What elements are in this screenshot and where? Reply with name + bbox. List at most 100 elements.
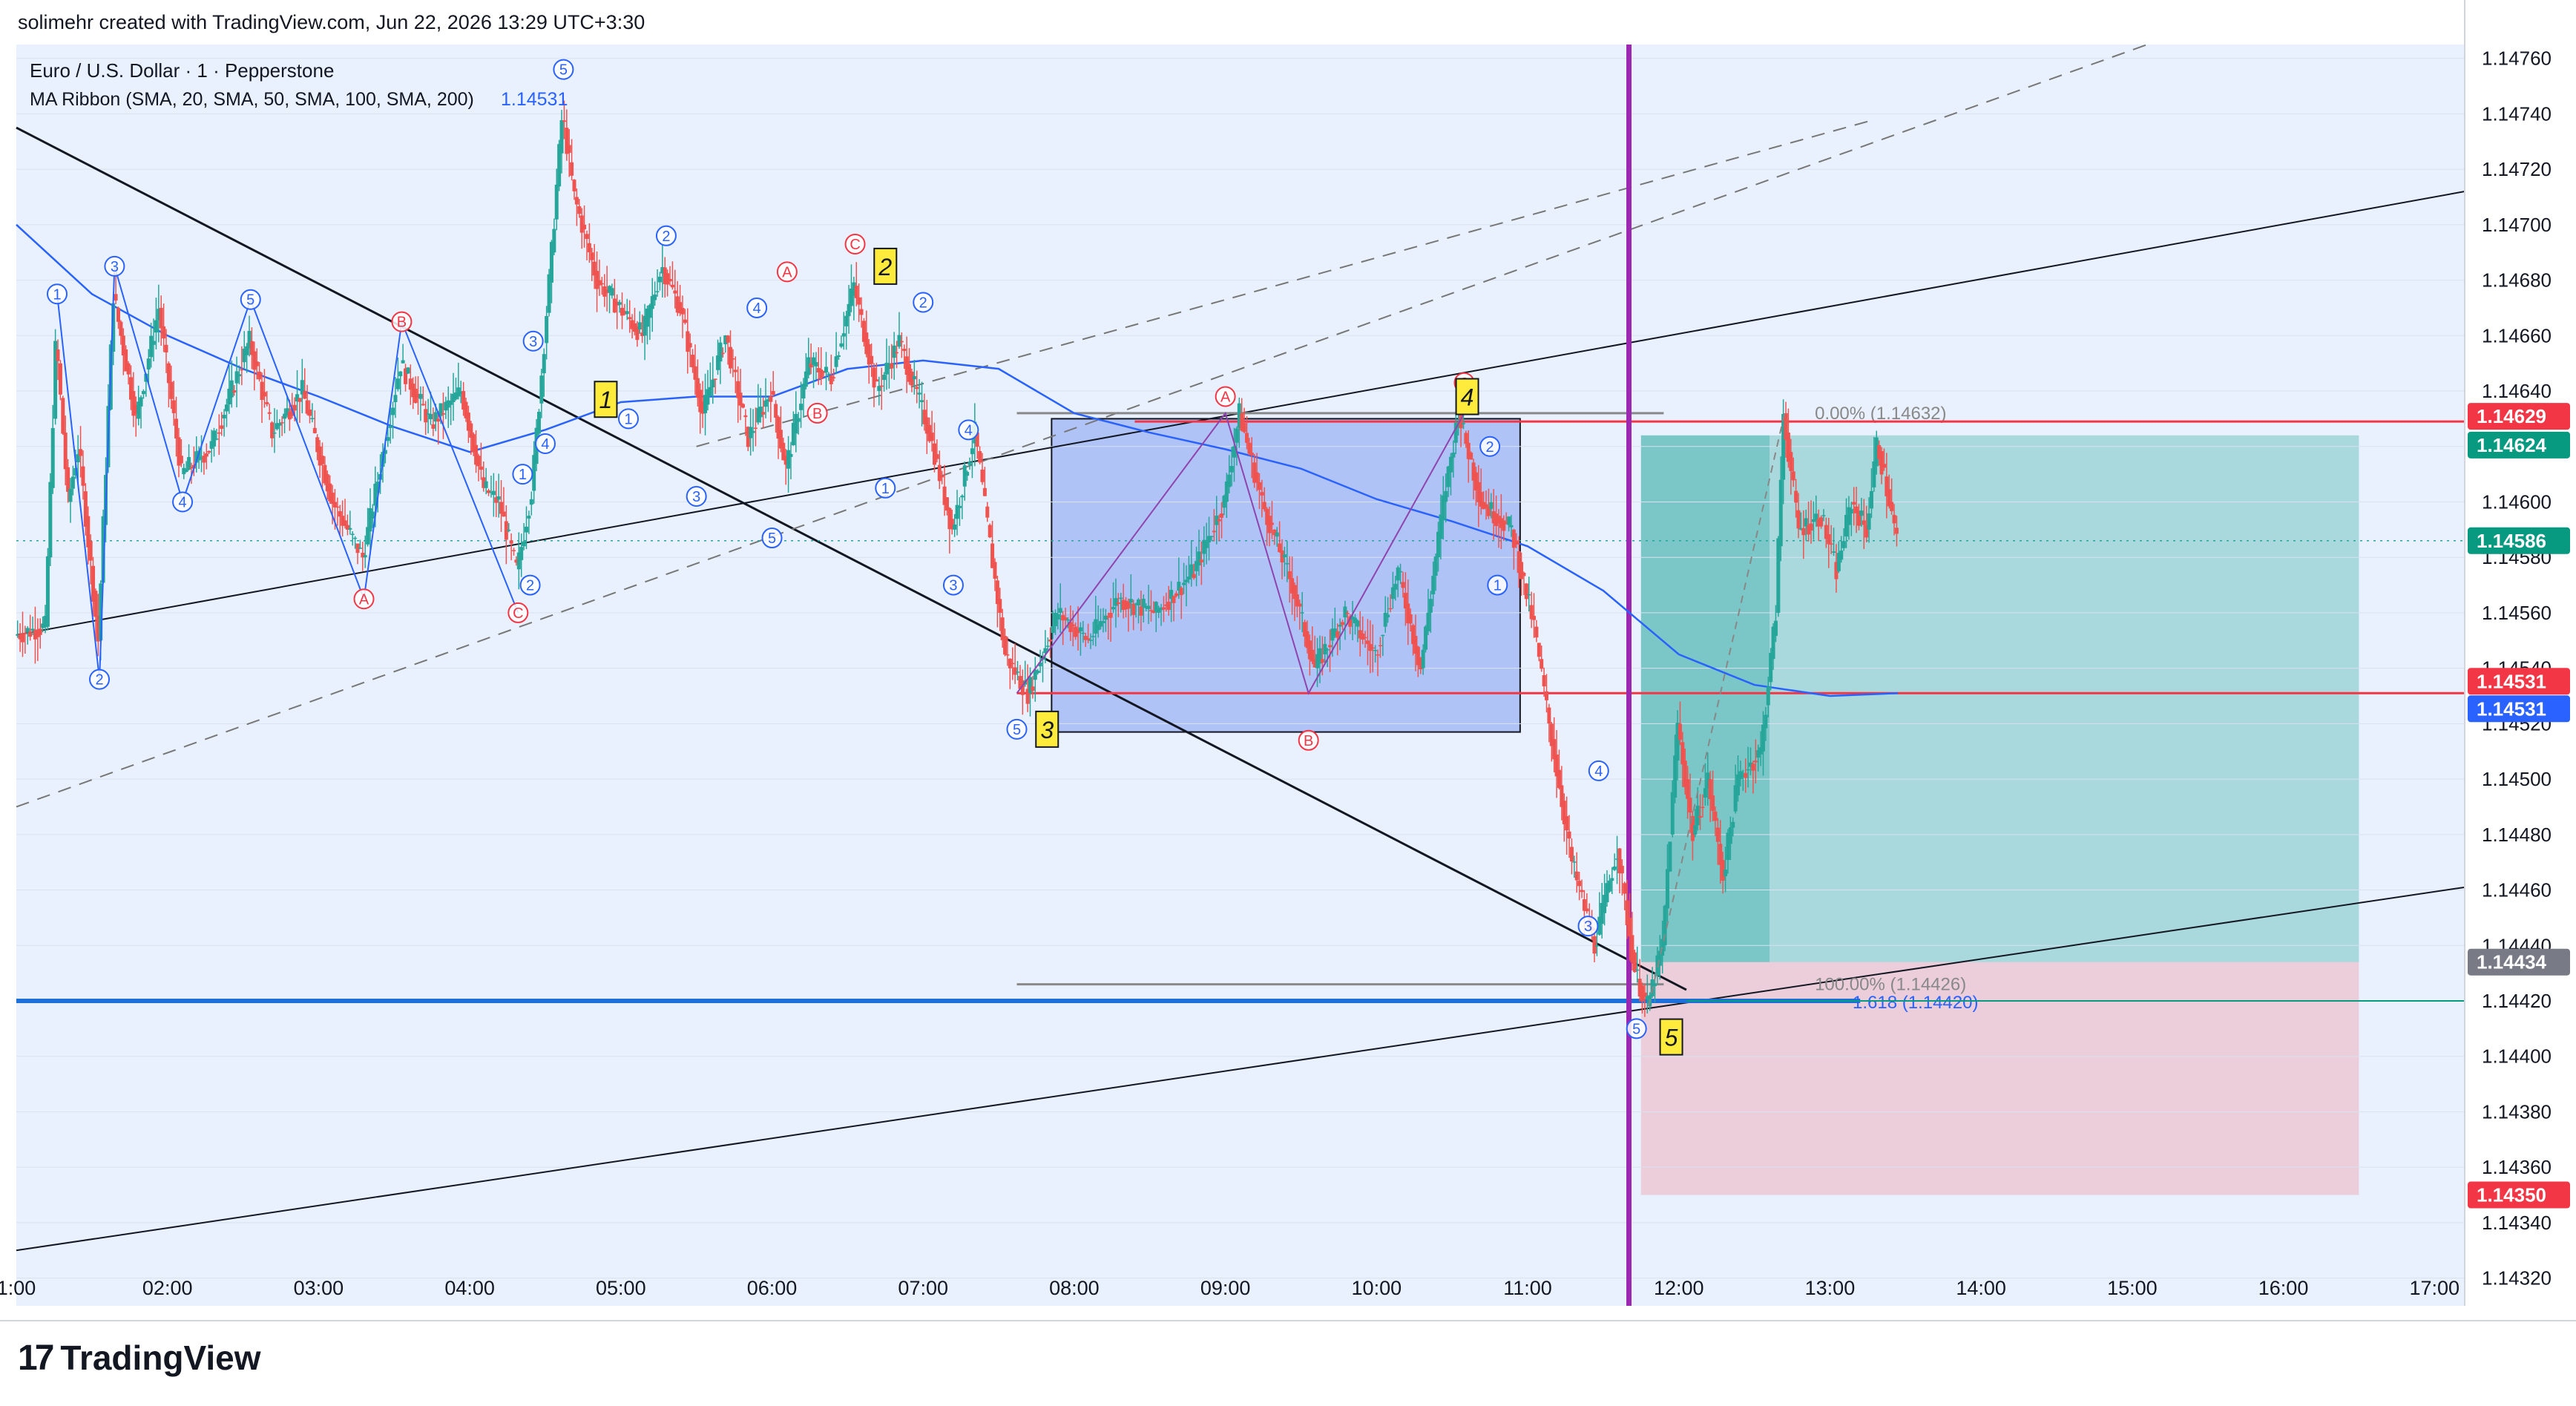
wave-label-circle[interactable] <box>240 289 261 310</box>
major-wave-label-box[interactable] <box>873 247 898 285</box>
candle-body <box>323 464 327 484</box>
wave-label-circle[interactable] <box>507 602 529 623</box>
wave-label-circle[interactable] <box>942 574 964 596</box>
badge-ma-value: 1.14531 <box>2477 697 2546 720</box>
candle-body <box>194 451 199 463</box>
candle-body <box>590 252 594 260</box>
candle-body <box>114 294 118 301</box>
tradingview-logo-text: TradingView <box>60 1338 261 1377</box>
candle-body <box>1212 530 1216 533</box>
wave-label-circle[interactable] <box>1215 386 1236 407</box>
candle-body <box>1471 462 1476 481</box>
time-axis-tick-label: 07:00 <box>898 1277 948 1299</box>
elliott-wave-path-1[interactable] <box>56 266 519 680</box>
candle-body <box>915 387 919 390</box>
tradingview-logo[interactable]: 17 TradingView <box>18 1336 261 1380</box>
wave-label-circle[interactable] <box>353 588 375 610</box>
wave-label-circle[interactable] <box>1298 729 1319 751</box>
wave-label-circle[interactable] <box>761 528 783 549</box>
candle-body <box>1244 433 1249 443</box>
wave-label-circle[interactable] <box>104 255 125 277</box>
elliott-wave-path-abc[interactable] <box>1016 411 1465 695</box>
wave-label-circle[interactable] <box>1626 1018 1647 1039</box>
wave-label-text: 1 <box>519 467 527 483</box>
major-wave-label-box[interactable] <box>1659 1018 1683 1056</box>
candle-body <box>1473 472 1478 490</box>
candle-body <box>370 511 375 519</box>
candle-body <box>1514 540 1519 545</box>
candle-body <box>650 296 654 309</box>
candle-body <box>1879 450 1884 475</box>
wave-label-text: 2 <box>662 229 670 245</box>
candle-body <box>766 399 770 402</box>
candle-body <box>1882 464 1886 468</box>
candle-body <box>1320 659 1324 663</box>
wave-label-circle[interactable] <box>1006 718 1028 740</box>
candle-body <box>330 493 335 505</box>
wave-label-circle[interactable] <box>522 330 544 352</box>
wave-label-circle[interactable] <box>1588 760 1609 781</box>
long-position-target-zone[interactable] <box>1640 435 2359 962</box>
candle-body <box>774 404 778 418</box>
candle-body <box>353 537 358 539</box>
trendline-downtrend[interactable] <box>16 126 1687 991</box>
wave-label-circle[interactable] <box>686 486 707 507</box>
candle-body <box>86 516 91 548</box>
candle-body <box>617 302 622 305</box>
wave-label-circle[interactable] <box>1577 916 1599 937</box>
candle-body <box>749 427 753 438</box>
wave-label-circle[interactable] <box>1487 574 1508 596</box>
wave-label-circle[interactable] <box>746 297 768 318</box>
trendline-channel-lower[interactable] <box>16 886 2465 1252</box>
candle-body <box>1174 593 1178 597</box>
candle-body <box>1428 599 1433 613</box>
wave-label-circle[interactable] <box>391 311 413 332</box>
long-position-stop-zone[interactable] <box>1640 962 2359 1195</box>
wave-label-circle[interactable] <box>512 464 533 485</box>
candle-body <box>1182 582 1186 585</box>
candle-body <box>1657 950 1662 966</box>
candle-body <box>1479 492 1483 507</box>
candle-body <box>212 430 217 447</box>
candle-body <box>882 375 887 381</box>
trendline-dashed-upper[interactable] <box>696 118 1876 447</box>
major-wave-label-box[interactable] <box>1455 378 1479 415</box>
candle-body <box>179 456 183 464</box>
wave-label-circle[interactable] <box>806 402 828 424</box>
candle-body <box>612 298 617 313</box>
wave-label-circle[interactable] <box>875 477 896 499</box>
fib-label-1618: 1.618 (1.14420) <box>1853 993 1978 1013</box>
price-axis-tick-label: 1.14640 <box>2482 380 2552 402</box>
candle-body <box>237 374 241 377</box>
wave-label-circle[interactable] <box>776 261 798 283</box>
wave-label-circle[interactable] <box>1479 436 1501 457</box>
legend-ma-ribbon[interactable]: MA Ribbon (SMA, 20, SMA, 50, SMA, 100, S… <box>30 89 474 110</box>
candle-body <box>332 502 337 507</box>
candle-body <box>73 467 78 476</box>
candle-body <box>229 380 234 398</box>
candle-body <box>1249 453 1254 456</box>
candle-body <box>1557 769 1561 789</box>
wave-label-circle[interactable] <box>534 433 556 455</box>
candle-body <box>547 274 551 313</box>
wave-label-circle[interactable] <box>913 292 934 313</box>
wave-label-circle[interactable] <box>958 419 979 441</box>
wave-label-circle[interactable] <box>655 225 677 246</box>
wave-label-circle[interactable] <box>172 491 194 513</box>
candle-body <box>1534 626 1539 638</box>
candle-body <box>1161 607 1166 610</box>
legend-symbol[interactable]: Euro / U.S. Dollar · 1 · Pepperstone <box>30 59 334 82</box>
wave-label-circle[interactable] <box>519 574 541 596</box>
wave-label-circle[interactable] <box>47 283 68 305</box>
wave-label-circle[interactable] <box>844 234 866 255</box>
wave-label-circle[interactable] <box>89 668 111 690</box>
major-wave-label-box[interactable] <box>594 381 618 418</box>
wave-label-circle[interactable] <box>618 408 639 430</box>
moving-average-line[interactable] <box>16 223 1899 697</box>
candle-body <box>1101 621 1105 623</box>
candle-body <box>751 430 755 433</box>
wave-label-circle[interactable] <box>553 59 574 80</box>
candle-body <box>1111 607 1116 610</box>
major-wave-label-box[interactable] <box>1035 710 1059 748</box>
